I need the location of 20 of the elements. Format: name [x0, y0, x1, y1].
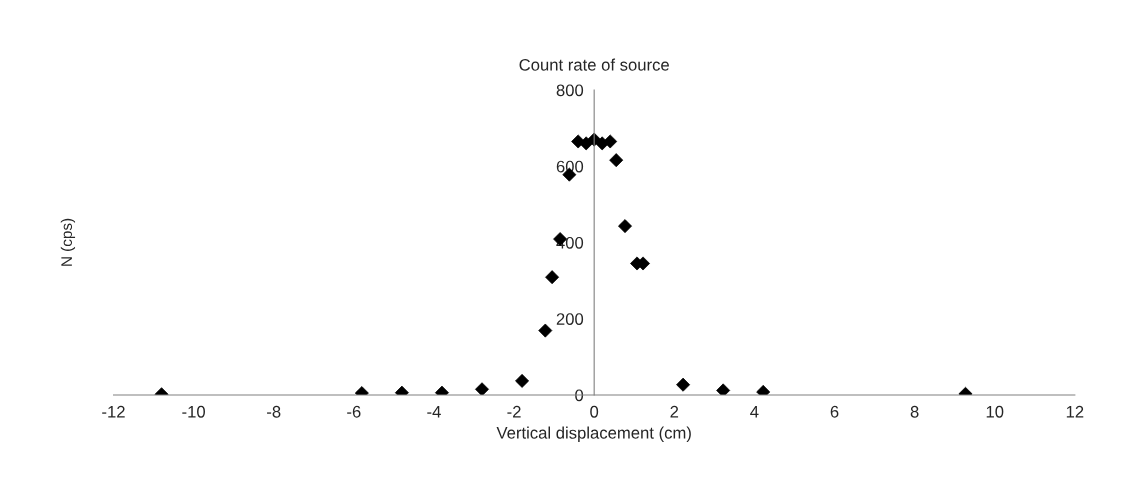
chart-title: Count rate of source [519, 58, 669, 71]
x-tick-label: -2 [507, 405, 521, 418]
x-tick-label: -6 [347, 405, 361, 418]
x-tick-label: 12 [1066, 405, 1084, 418]
x-tick-label: 4 [750, 406, 759, 418]
x-tick-label: -4 [427, 406, 441, 418]
x-tick-label: 0 [590, 405, 599, 418]
y-tick-label: 200 [556, 313, 584, 325]
y-tick-label: 600 [556, 160, 584, 173]
x-tick-label: 6 [830, 405, 839, 418]
y-tick-label: 0 [575, 389, 584, 402]
x-tick-label: 10 [986, 405, 1004, 418]
y-axis-title: N (cps) [60, 218, 76, 266]
x-tick-label: 8 [910, 405, 919, 418]
x-axis-title: Vertical displacement (cm) [496, 426, 691, 443]
y-tick-label: 800 [556, 84, 584, 97]
x-tick-label: -8 [267, 405, 281, 418]
x-tick-label: -12 [102, 405, 125, 418]
x-tick-label: 2 [670, 405, 679, 418]
x-tick-label: -10 [182, 405, 206, 418]
